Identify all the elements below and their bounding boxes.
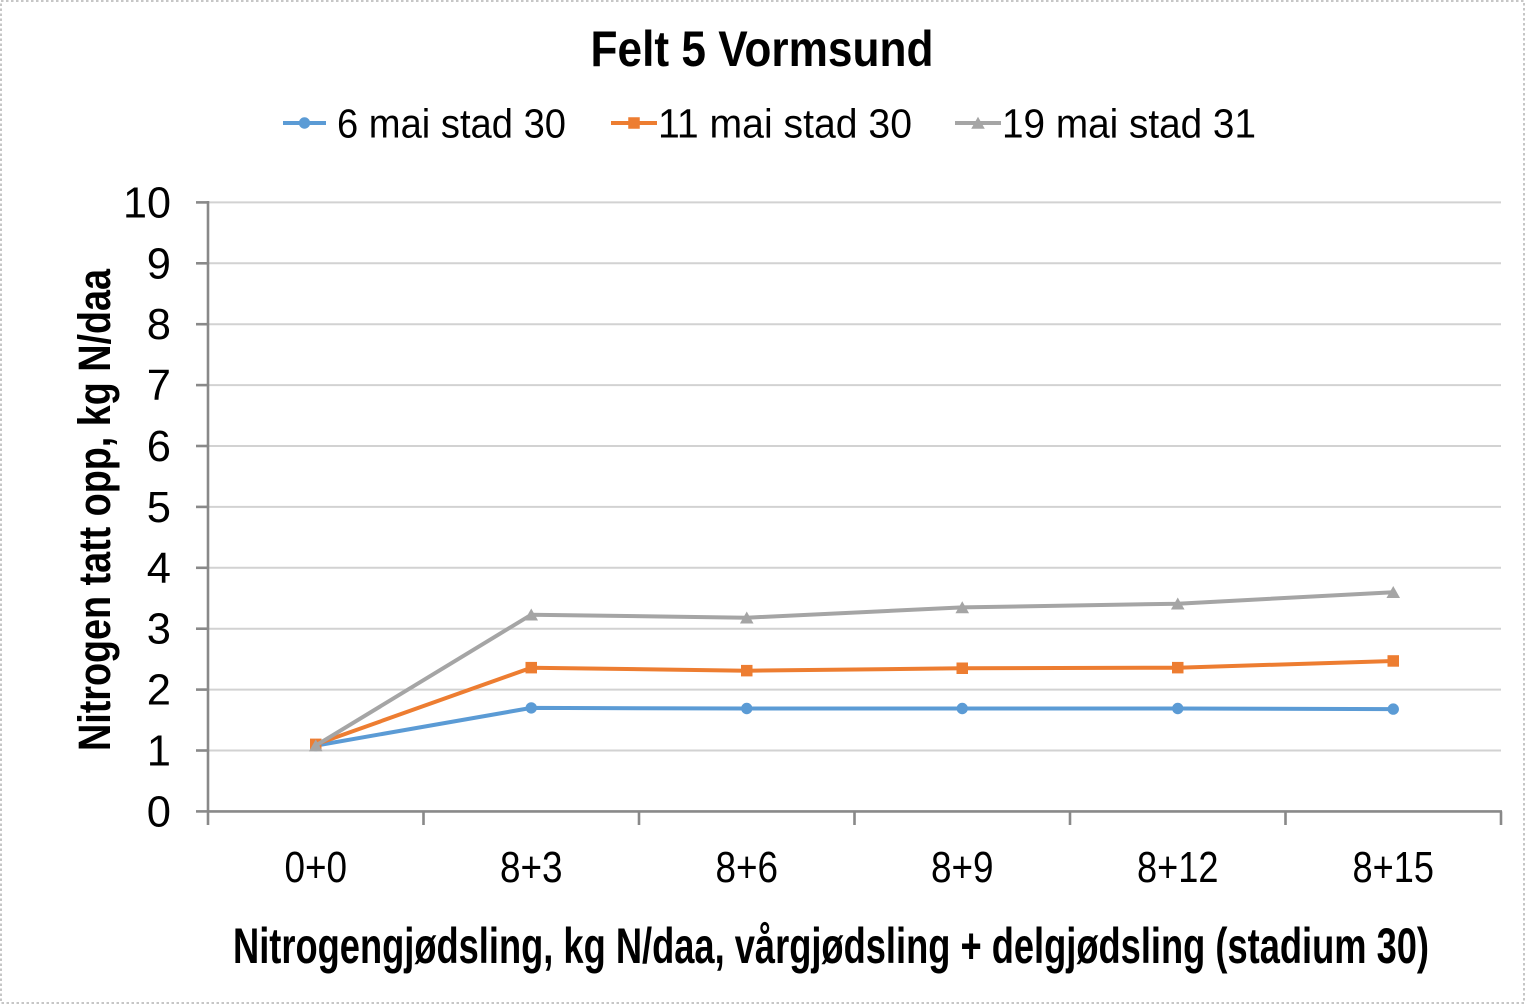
svg-text:8+12: 8+12 — [1137, 844, 1218, 892]
svg-text:Felt 5 Vormsund: Felt 5 Vormsund — [591, 21, 934, 77]
svg-text:1: 1 — [147, 728, 171, 776]
svg-text:8+6: 8+6 — [715, 844, 778, 892]
svg-text:3: 3 — [147, 606, 171, 654]
svg-text:8+3: 8+3 — [500, 844, 563, 892]
svg-text:Nitrogen tatt opp, kg N/daa: Nitrogen tatt opp, kg N/daa — [69, 268, 120, 751]
svg-text:Nitrogengjødsling, kg N/daa, v: Nitrogengjødsling, kg N/daa, vårgjødslin… — [233, 918, 1429, 974]
svg-text:9: 9 — [147, 240, 171, 288]
svg-text:6 mai stad 30: 6 mai stad 30 — [337, 101, 566, 147]
svg-text:10: 10 — [123, 179, 171, 227]
svg-text:6: 6 — [147, 423, 171, 471]
svg-text:19 mai stad 31: 19 mai stad 31 — [1002, 101, 1256, 147]
svg-text:7: 7 — [147, 362, 171, 410]
svg-text:8+9: 8+9 — [931, 844, 994, 892]
svg-text:5: 5 — [147, 484, 171, 532]
svg-text:2: 2 — [147, 667, 171, 715]
svg-text:4: 4 — [147, 545, 171, 593]
svg-text:0+0: 0+0 — [284, 844, 347, 892]
svg-text:11 mai stad 30: 11 mai stad 30 — [658, 101, 912, 147]
svg-text:8: 8 — [147, 301, 171, 349]
svg-text:8+15: 8+15 — [1353, 844, 1434, 892]
svg-text:0: 0 — [147, 788, 171, 836]
